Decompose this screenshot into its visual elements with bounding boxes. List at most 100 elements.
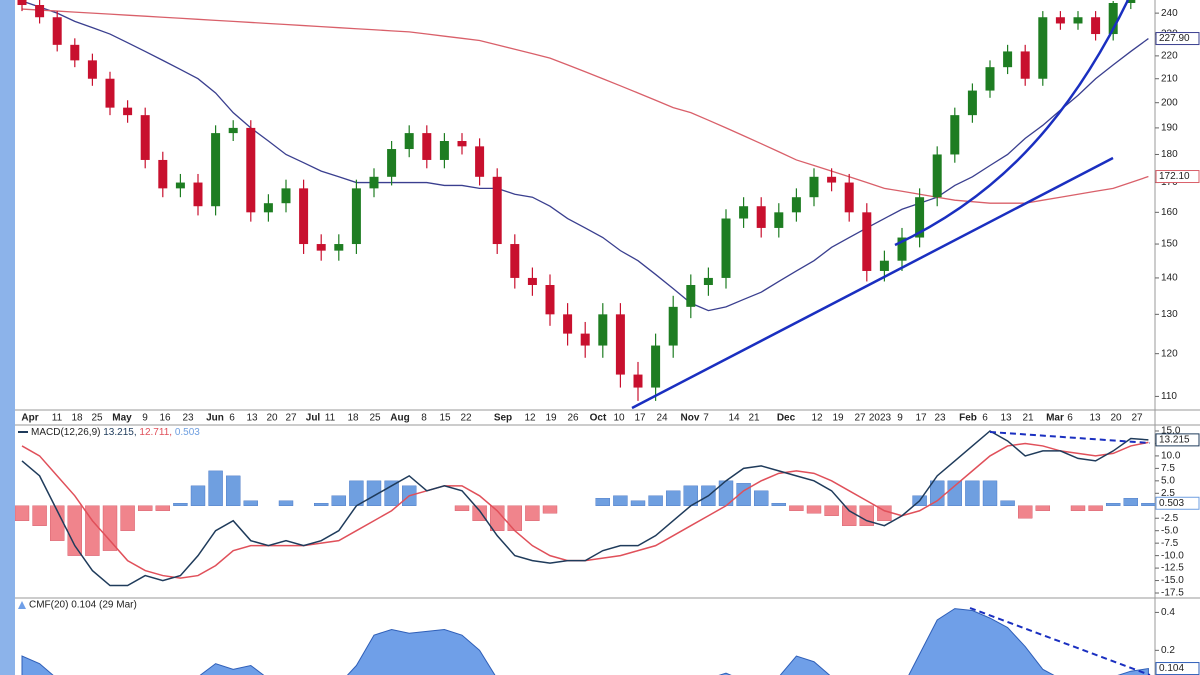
y-tick-label: -15.0: [1161, 575, 1184, 586]
histogram-bar: [137, 505, 153, 511]
histogram-bar: [806, 505, 822, 514]
candle-body: [70, 44, 80, 61]
histogram-bar: [208, 470, 223, 506]
histogram-bar: [102, 505, 118, 551]
y-tick-label: 160: [1161, 207, 1178, 218]
histogram-bar: [155, 505, 171, 511]
legend-label: MACD(12,26,9): [31, 427, 100, 438]
histogram-bar: [630, 500, 646, 506]
value-box-label: 0.104: [1159, 663, 1184, 674]
candle-body: [598, 314, 608, 346]
candle-body: [580, 333, 590, 346]
candle-body: [651, 345, 661, 388]
histogram-bar: [490, 505, 505, 531]
candle-body: [158, 159, 168, 189]
divergence-line: [969, 607, 1151, 675]
macd-line: [21, 430, 1149, 587]
histogram-bar: [666, 490, 681, 506]
candle-body: [844, 182, 854, 213]
candle-body: [299, 188, 309, 245]
candle-body: [827, 176, 837, 183]
x-tick-label: 13: [1000, 413, 1012, 424]
x-tick-label: 27: [854, 413, 866, 424]
x-tick-label: 12: [811, 413, 823, 424]
candle-body: [492, 176, 502, 245]
candle-body: [1108, 2, 1118, 35]
candle-body: [175, 182, 185, 189]
candle-body: [739, 206, 749, 219]
value-box: [1155, 433, 1200, 447]
candle-body: [527, 277, 537, 286]
x-tick-label: 6: [229, 413, 235, 424]
trendline: [894, 0, 1130, 247]
x-tick-label: 11: [52, 413, 63, 424]
histogram-bar: [67, 505, 83, 556]
x-tick-label: 22: [460, 413, 472, 424]
x-tick-label: Jun: [206, 413, 224, 424]
candle-body: [1020, 51, 1030, 79]
x-tick-label: 13: [246, 413, 258, 424]
y-tick-label: 200: [1161, 97, 1178, 108]
value-box-label: 0.503: [1159, 498, 1184, 509]
y-tick-label: 210: [1161, 73, 1178, 84]
x-tick-label: 6: [982, 413, 988, 424]
x-tick-label: 13: [1089, 413, 1101, 424]
x-tick-label: Jul: [306, 413, 321, 424]
x-tick-label: May: [112, 413, 132, 424]
value-box: [1155, 170, 1200, 184]
divergence-line: [989, 431, 1151, 444]
histogram-bar: [771, 503, 786, 506]
x-tick-label: 6: [1067, 413, 1073, 424]
histogram-bar: [243, 500, 259, 506]
histogram-bar: [507, 505, 522, 531]
candle-body: [967, 90, 977, 116]
y-tick-label: -5.0: [1161, 525, 1179, 536]
y-tick-label: 140: [1161, 273, 1178, 284]
x-tick-label: 17: [634, 413, 646, 424]
histogram-bar: [384, 480, 399, 506]
candle-body: [721, 218, 731, 278]
histogram-bar: [542, 505, 558, 514]
candle-body: [457, 141, 467, 147]
candle-body: [369, 176, 379, 189]
x-tick-label: Aug: [390, 413, 409, 424]
legend-value: 0.503: [175, 427, 200, 438]
histogram-bar: [754, 490, 769, 506]
histogram-bar: [1088, 505, 1103, 511]
value-box: [1155, 496, 1200, 510]
candle-body: [52, 17, 62, 45]
histogram-bar: [1018, 505, 1033, 519]
candle-body: [633, 374, 643, 388]
histogram-bar: [120, 505, 135, 531]
histogram-bar: [454, 505, 470, 511]
x-tick-label: 11: [325, 413, 336, 424]
candle-body: [246, 127, 256, 213]
x-tick-label: 18: [347, 413, 359, 424]
x-tick-label: 9: [897, 413, 903, 424]
trendline: [631, 156, 1114, 410]
histogram-bar: [349, 480, 364, 506]
x-tick-label: 12: [524, 413, 536, 424]
y-tick-label: 2.5: [1161, 488, 1175, 499]
candle-body: [809, 176, 819, 198]
x-tick-label: 21: [1022, 413, 1034, 424]
candle-body: [316, 244, 326, 251]
x-tick-label: 19: [832, 413, 844, 424]
x-tick-label: 27: [285, 413, 297, 424]
candle-body: [545, 285, 555, 315]
histogram-bar: [366, 480, 382, 506]
x-tick-label: 16: [159, 413, 171, 424]
x-tick-label: 26: [567, 413, 579, 424]
histogram-bar: [789, 505, 804, 511]
y-tick-label: -7.5: [1161, 538, 1179, 549]
x-tick-label: 23: [934, 413, 946, 424]
candle-body: [510, 244, 520, 278]
candle-body: [1055, 17, 1065, 24]
candle-body: [950, 115, 960, 155]
x-tick-label: 25: [91, 413, 103, 424]
cmf-legend: CMF(20) 0.104 (29 Mar): [29, 600, 137, 611]
candle-body: [35, 5, 45, 18]
x-tick-label: 9: [142, 413, 148, 424]
candle-body: [404, 133, 414, 150]
